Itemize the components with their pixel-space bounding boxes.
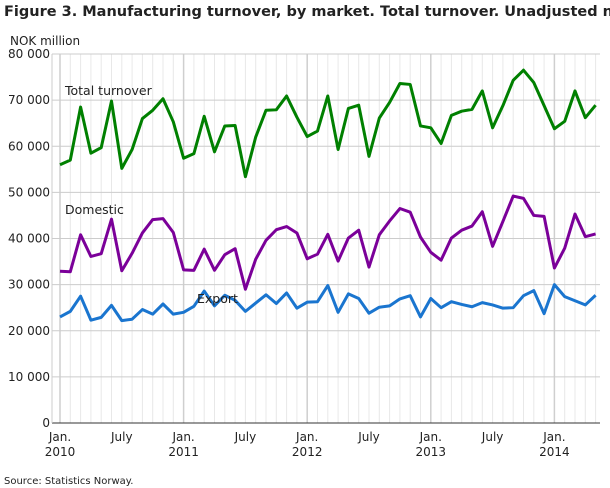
x-tick-label: July [110, 430, 133, 444]
x-tick-label: July [481, 430, 504, 444]
source-note: Source: Statistics Norway. [4, 476, 133, 487]
y-tick-label: 0 [42, 416, 50, 430]
x-tick-label: 2011 [168, 445, 199, 459]
x-tick-label: Jan. [48, 430, 71, 444]
y-tick-label: 80 000 [8, 47, 50, 61]
chart-title: Figure 3. Manufacturing turnover, by mar… [4, 4, 610, 20]
x-tick-label: 2013 [416, 445, 447, 459]
y-tick-label: 60 000 [8, 139, 50, 153]
y-tick-label: 30 000 [8, 278, 50, 292]
x-tick-label: July [234, 430, 257, 444]
y-axis-label: NOK million [10, 34, 80, 48]
series-label: Domestic [65, 202, 124, 217]
series-label: Total turnover [64, 83, 153, 98]
series-line-total-turnover [59, 68, 597, 179]
x-tick-label: 2010 [45, 445, 76, 459]
x-tick-label: Jan. [542, 430, 565, 444]
x-tick-label: Jan. [295, 430, 318, 444]
x-tick-label: July [357, 430, 380, 444]
y-tick-label: 70 000 [8, 93, 50, 107]
y-tick-label: 50 000 [8, 185, 50, 199]
series-line-domestic [59, 194, 596, 291]
x-tick-label: Jan. [419, 430, 442, 444]
x-tick-label: Jan. [171, 430, 194, 444]
y-tick-label: 10 000 [8, 370, 50, 384]
x-tick-label: 2014 [539, 445, 570, 459]
series-line-export [59, 283, 597, 323]
y-tick-label: 20 000 [8, 324, 50, 338]
y-tick-label: 40 000 [8, 232, 50, 246]
x-tick-label: 2012 [292, 445, 323, 459]
series-label: Export [197, 291, 238, 306]
